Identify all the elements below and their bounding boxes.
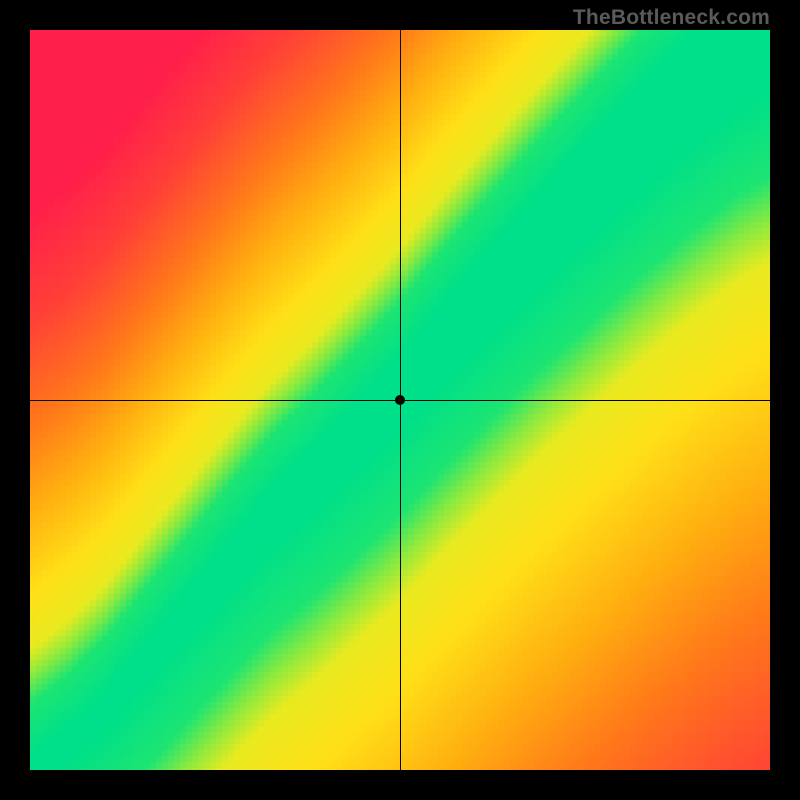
plot-area [30, 30, 770, 770]
crosshair-marker [395, 395, 405, 405]
watermark-text: TheBottleneck.com [573, 6, 770, 30]
outer-frame: TheBottleneck.com [0, 0, 800, 800]
